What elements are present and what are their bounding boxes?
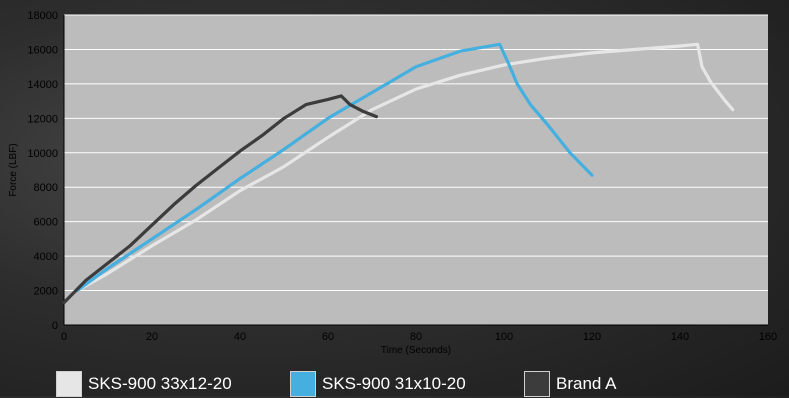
y-tick-label: 16000 <box>27 44 58 56</box>
legend-label: SKS-900 31x10-20 <box>322 374 466 393</box>
x-tick-label: 160 <box>759 331 777 343</box>
x-tick-label: 80 <box>410 331 422 343</box>
y-tick-label: 18000 <box>27 10 58 22</box>
x-tick-label: 100 <box>495 331 513 343</box>
y-tick-label: 0 <box>52 320 58 332</box>
series-line-0 <box>75 42 735 293</box>
series-lines <box>62 42 735 305</box>
series-line-1 <box>75 42 594 293</box>
legend-item-brand-a: Brand A <box>524 370 617 398</box>
y-tick-label: 12000 <box>27 113 58 125</box>
x-tick-label: 20 <box>146 331 158 343</box>
legend-swatch <box>524 371 550 397</box>
y-tick-label: 14000 <box>27 79 58 91</box>
legend-item-sks-900-31x10-20: SKS-900 31x10-20 <box>290 370 466 398</box>
y-tick-label: 10000 <box>27 148 58 160</box>
x-tick-label: 60 <box>322 331 334 343</box>
y-tick-label: 2000 <box>34 286 58 298</box>
axes <box>63 15 768 326</box>
y-tick-label: 6000 <box>34 217 58 229</box>
series-line-2 <box>62 94 378 305</box>
x-tick-labels: 0 20 40 60 80 100 120 140 160 <box>61 331 777 343</box>
y-tick-labels: 0 2000 4000 6000 8000 10000 12000 14000 16000 180… <box>27 10 58 332</box>
plot-area <box>64 15 768 325</box>
x-tick-label: 140 <box>671 331 689 343</box>
legend-label: Brand A <box>556 374 617 393</box>
x-tick-label: 0 <box>61 331 67 343</box>
y-tick-label: 4000 <box>34 251 58 263</box>
legend-swatch <box>290 371 316 397</box>
x-axis-label: Time (Seconds) <box>381 345 451 356</box>
x-tick-label: 120 <box>583 331 601 343</box>
legend-swatch <box>56 371 82 397</box>
y-axis-label: Force (LBF) <box>8 143 19 196</box>
y-tick-label: 8000 <box>34 182 58 194</box>
gridlines <box>64 14 768 292</box>
legend-label: SKS-900 33x12-20 <box>88 374 232 393</box>
x-tick-label: 40 <box>234 331 246 343</box>
legend-item-sks-900-33x12-20: SKS-900 33x12-20 <box>56 370 232 398</box>
